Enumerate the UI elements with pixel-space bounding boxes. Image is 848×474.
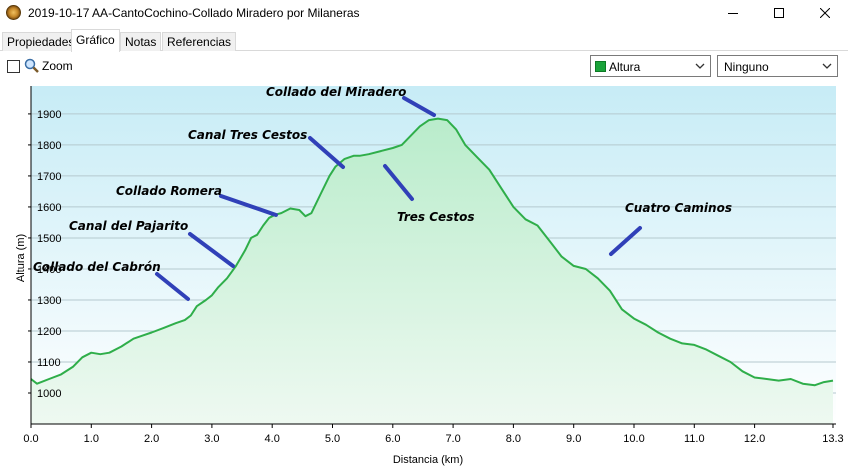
y-tick-label: 1300 xyxy=(37,295,61,307)
y-tick-label: 1000 xyxy=(37,388,61,400)
chevron-down-icon xyxy=(695,63,705,69)
annotation-label: Collado del Cabrón xyxy=(33,260,161,274)
zoom-checkbox[interactable] xyxy=(7,60,20,73)
chart-toolbar: Zoom xyxy=(0,52,848,80)
annotation-marker xyxy=(402,96,436,117)
close-button[interactable] xyxy=(802,0,848,26)
x-tick-label: 13.3 xyxy=(822,433,843,445)
annotation-marker xyxy=(308,136,345,169)
x-axis-label: Distancia (km) xyxy=(393,454,463,466)
y-tick-label: 1900 xyxy=(37,109,61,121)
minimize-button[interactable] xyxy=(710,0,756,26)
elevation-chart: 1000 1100 1200 1300 1400 1500 1600 1700 1800 1900… xyxy=(0,80,848,474)
annotation-label: Collado Romera xyxy=(116,184,222,198)
x-tick-label: 12.0 xyxy=(744,433,765,445)
x-tick-label: 8.0 xyxy=(506,433,521,445)
tab-propiedades[interactable]: Propiedades xyxy=(2,32,80,51)
zoom-label: Zoom xyxy=(42,59,73,73)
y-tick-label: 1800 xyxy=(37,140,61,152)
tab-notas[interactable]: Notas xyxy=(120,32,162,51)
x-tick-label: 5.0 xyxy=(325,433,340,445)
globe-compass-icon xyxy=(6,5,21,20)
elevation-line xyxy=(30,117,834,387)
y-tick-label: 1100 xyxy=(37,357,61,369)
tab-strip: Propiedades Gráfico Notas Referencias xyxy=(0,29,848,52)
annotation-marker xyxy=(609,226,642,256)
minimize-icon xyxy=(728,13,738,14)
annotation-label: Canal Tres Cestos xyxy=(188,128,307,142)
elevation-area xyxy=(31,118,833,424)
y-tick-label: 1700 xyxy=(37,171,61,183)
second-select-value: Ninguno xyxy=(724,60,769,74)
x-tick-label: 0.0 xyxy=(23,433,38,445)
y-tick-label: 1200 xyxy=(37,326,61,338)
series-select-value: Altura xyxy=(609,60,641,74)
y-tick-label: 1400 xyxy=(37,264,61,276)
x-tick-label: 2.0 xyxy=(144,433,159,445)
annotation-label: Canal del Pajarito xyxy=(69,219,188,233)
title-bar: 2019-10-17 AA-CantoCochino-Collado Mirad… xyxy=(0,0,848,26)
x-tick-label: 7.0 xyxy=(445,433,460,445)
x-tick-label: 6.0 xyxy=(385,433,400,445)
second-series-select[interactable]: Ninguno xyxy=(717,55,838,77)
x-tick-label: 10.0 xyxy=(623,433,644,445)
x-tick-label: 4.0 xyxy=(265,433,280,445)
series-select[interactable]: Altura xyxy=(590,55,711,77)
y-tick-label: 1500 xyxy=(37,233,61,245)
x-tick-label: 11.0 xyxy=(684,433,705,445)
elevation-chart-svg: 1000 1100 1200 1300 1400 1500 1600 1700 1800 1900… xyxy=(15,85,844,466)
annotation-label: Tres Cestos xyxy=(397,210,474,224)
chevron-down-icon xyxy=(822,63,832,69)
y-tick-label: 1600 xyxy=(37,202,61,214)
window-title: 2019-10-17 AA-CantoCochino-Collado Mirad… xyxy=(28,6,360,20)
close-icon xyxy=(820,8,830,18)
annotation-marker xyxy=(188,232,235,268)
annotation-marker xyxy=(155,272,190,301)
annotation-label: Collado del Miradero xyxy=(266,85,406,99)
annotation-label: Cuatro Caminos xyxy=(625,201,732,215)
series-color-swatch xyxy=(595,61,606,72)
x-tick-label: 9.0 xyxy=(566,433,581,445)
annotation-marker xyxy=(383,164,414,201)
x-tick-label: 1.0 xyxy=(84,433,99,445)
tab-grafico[interactable]: Gráfico xyxy=(71,29,120,52)
y-axis-label: Altura (m) xyxy=(15,234,27,282)
x-tick-label: 3.0 xyxy=(204,433,219,445)
annotation-marker xyxy=(219,194,278,217)
maximize-icon xyxy=(774,8,784,18)
magnifier-icon xyxy=(24,58,39,73)
maximize-button[interactable] xyxy=(756,0,802,26)
tab-referencias[interactable]: Referencias xyxy=(162,32,237,51)
